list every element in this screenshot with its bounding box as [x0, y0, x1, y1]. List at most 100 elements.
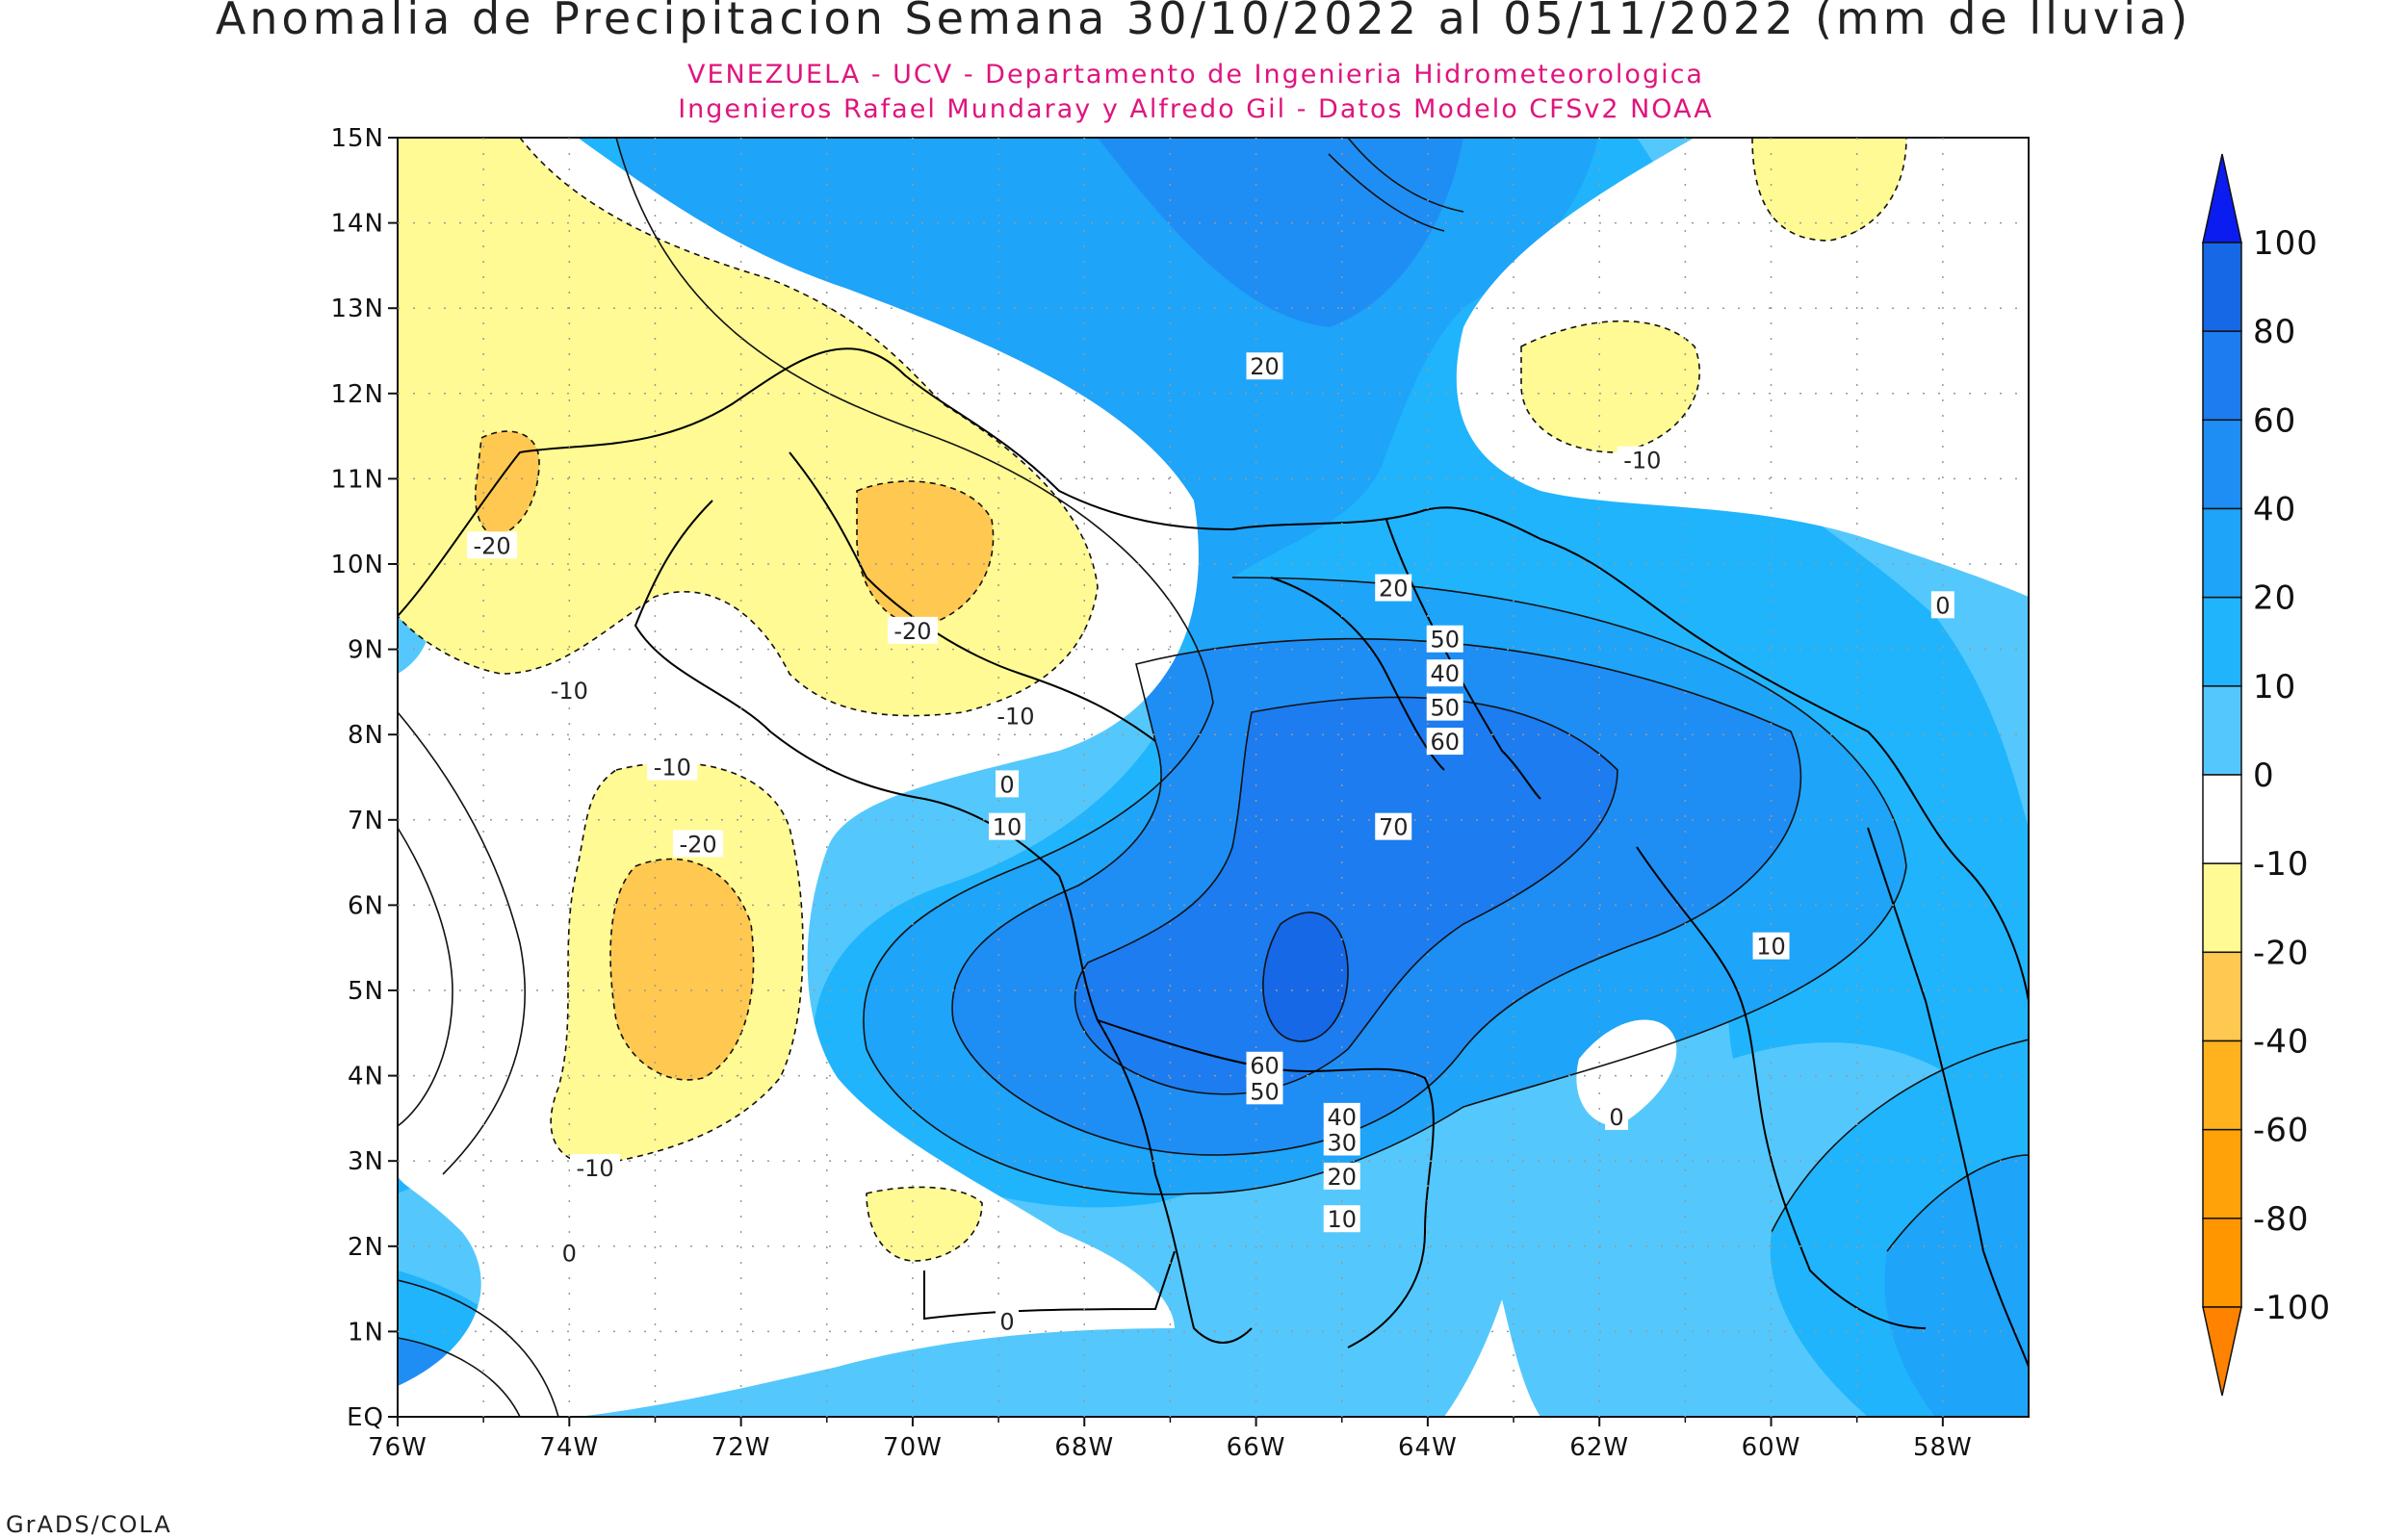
contour-label: 20: [1250, 353, 1280, 380]
contour-label-bg: [1426, 728, 1463, 756]
colorbar-swatch: [2202, 419, 2242, 510]
colorbar-tick-label: 10: [2253, 668, 2296, 706]
contour-label: 0: [562, 1241, 577, 1268]
contour-label: 40: [1430, 660, 1460, 687]
contour-label: 0: [1609, 1104, 1623, 1131]
contour-label-bg: [1426, 693, 1463, 721]
colorbar-tick-label: 60: [2253, 401, 2296, 440]
lon-tick-label: 62W: [1569, 1433, 1629, 1462]
contour-label-bg: [996, 1307, 1020, 1335]
contour-label-bg: [1930, 591, 1954, 619]
lat-tick-label: 12N: [330, 380, 384, 409]
colorbar-tick-label: -100: [2253, 1289, 2331, 1327]
contour-label-bg: [1323, 1162, 1360, 1190]
contour-label: 0: [999, 771, 1014, 798]
colorbar-bottom-arrow: [2202, 1306, 2242, 1397]
lat-tick-label: 13N: [330, 295, 384, 323]
contour-label: 50: [1430, 695, 1460, 722]
lat-tick-label: 9N: [348, 636, 384, 665]
contour-label-bg: [1426, 625, 1463, 653]
contour-label: -10: [996, 703, 1034, 730]
lon-tick-label: 76W: [368, 1433, 427, 1462]
lon-tick-label: 68W: [1054, 1433, 1114, 1462]
contour-label-bg: [570, 1154, 621, 1182]
contour-label-bg: [1323, 1205, 1360, 1233]
lon-tick-label: 60W: [1742, 1433, 1801, 1462]
colorbar-tick-label: -60: [2253, 1112, 2310, 1150]
contour-label-bg: [1246, 1077, 1283, 1105]
contour-label: 30: [1327, 1129, 1357, 1156]
map-title: Anomalia de Precipitacion Semana 30/10/2…: [215, 0, 2192, 44]
contour-label: 40: [1327, 1104, 1357, 1131]
lon-tick-label: 70W: [883, 1433, 943, 1462]
lat-tick-label: 8N: [348, 721, 384, 750]
contour-label: -10: [654, 755, 691, 782]
lat-tick-label: 3N: [348, 1147, 384, 1176]
map-subtitle-institution: VENEZUELA - UCV - Departamento de Ingeni…: [687, 60, 1704, 90]
colorbar-swatch: [2202, 862, 2242, 954]
lat-tick-label: 14N: [330, 210, 384, 239]
colorbar-swatch: [2202, 596, 2242, 687]
lat-tick-label: 10N: [330, 551, 384, 579]
contour-label: -10: [551, 678, 588, 705]
lon-tick-label: 74W: [539, 1433, 599, 1462]
colorbar-swatch: [2202, 1218, 2242, 1308]
contour-fill-layer: [398, 138, 2029, 1417]
contour-label: 60: [1250, 1053, 1280, 1080]
lat-tick-label: 11N: [330, 465, 384, 494]
contour-label-bg: [1375, 574, 1412, 602]
contour-label-bg: [1323, 1102, 1360, 1130]
contour-label: 10: [1756, 934, 1786, 961]
contour-label: -10: [1623, 448, 1661, 475]
lon-tick-label: 66W: [1227, 1433, 1286, 1462]
footer-credit: GrADS/COLA: [6, 1511, 172, 1538]
colorbar-tick-label: 80: [2253, 313, 2296, 351]
lat-tick-label: 15N: [330, 124, 384, 153]
map-subtitle-authors: Ingenieros Rafael Mundaray y Alfredo Gil…: [678, 94, 1714, 124]
contour-label-bg: [1426, 659, 1463, 687]
colorbar-swatch: [2202, 685, 2242, 776]
contour-label-bg: [996, 770, 1020, 798]
contour-label: 50: [1250, 1078, 1280, 1105]
colorbar-tick-label: -80: [2253, 1200, 2310, 1239]
contour-label-bg: [1323, 1128, 1360, 1156]
colorbar-swatch: [2202, 774, 2242, 864]
lat-tick-label: 4N: [348, 1063, 384, 1091]
contour-label: -10: [576, 1155, 613, 1182]
lat-tick-label: 5N: [348, 977, 384, 1006]
lat-tick-label: EQ: [347, 1403, 384, 1432]
lon-tick-label: 64W: [1398, 1433, 1458, 1462]
contour-label: 0: [999, 1309, 1014, 1336]
colorbar-swatch: [2202, 330, 2242, 422]
colorbar-swatch: [2202, 1128, 2242, 1219]
lon-tick-label: 58W: [1913, 1433, 1973, 1462]
colorbar-tick-label: -10: [2253, 845, 2310, 884]
colorbar-swatch: [2202, 951, 2242, 1042]
colorbar-tick-label: 40: [2253, 491, 2296, 529]
contour-label: 10: [1327, 1206, 1357, 1233]
colorbar-tick-label: 0: [2253, 757, 2275, 795]
contour-lines: [398, 138, 2029, 1417]
contour-label-bg: [887, 616, 938, 644]
contour-label-bg: [557, 1239, 582, 1267]
contour-label: -20: [473, 532, 510, 559]
contour-label: 60: [1430, 729, 1460, 756]
contour-label-bg: [544, 676, 595, 704]
contour-label: 20: [1327, 1164, 1357, 1191]
contour-label: 70: [1379, 814, 1409, 841]
colorbar-tick-label: 100: [2253, 224, 2318, 263]
contour-label-bg: [1246, 352, 1283, 380]
map-frame: [397, 137, 2030, 1418]
lat-tick-label: 1N: [348, 1318, 384, 1347]
contour-label: 0: [1935, 592, 1950, 619]
contour-label: 10: [993, 814, 1022, 841]
coastline-and-borders: [398, 347, 2029, 1368]
colorbar-tick-label: -40: [2253, 1023, 2310, 1062]
lat-tick-label: 6N: [348, 891, 384, 920]
contour-label-bg: [467, 531, 518, 559]
contour-label-bg: [1617, 446, 1668, 474]
colorbar-swatch: [2202, 507, 2242, 599]
